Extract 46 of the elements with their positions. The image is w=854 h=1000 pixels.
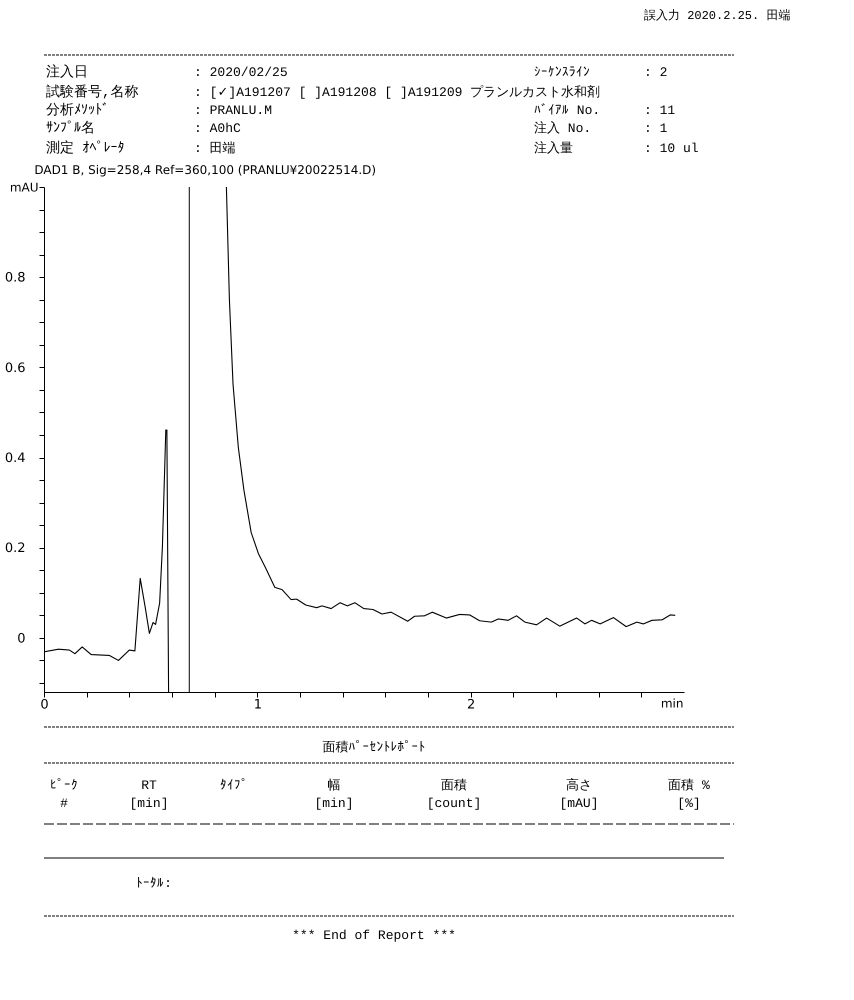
x-tick-label: 0 xyxy=(40,698,49,712)
text: ﾋﾟｰｸ xyxy=(50,778,78,793)
text: : A0hC xyxy=(194,121,242,136)
text: ｼｰｹﾝｽﾗｲﾝ xyxy=(534,65,590,80)
text: : 2 xyxy=(644,65,668,80)
text: 誤入力 2020.2.25. 田端 xyxy=(644,8,790,23)
y-tick-label: 0 xyxy=(17,631,26,646)
text: RT xyxy=(141,778,157,793)
text: [count] xyxy=(426,796,482,811)
x-tick-label: 1 xyxy=(254,698,262,712)
y-tick-label: 0.6 xyxy=(4,360,26,376)
x-tick-label: 2 xyxy=(467,698,476,712)
text: [min] xyxy=(314,796,354,811)
text: 高さ xyxy=(566,777,592,793)
text: : 2020/02/25 xyxy=(194,65,288,80)
text: ﾀｲﾌﾟ xyxy=(220,778,248,793)
text: [%] xyxy=(677,796,701,811)
text: 面積 % xyxy=(668,778,710,793)
text: ｻﾝﾌﾟﾙ名 xyxy=(46,120,95,137)
text: # xyxy=(60,796,68,811)
text: 注入日 xyxy=(46,64,88,81)
text: : 田端 xyxy=(194,141,236,156)
text: : 11 xyxy=(644,103,676,118)
x-axis-title: min xyxy=(660,696,684,710)
y-axis-title: mAU xyxy=(10,180,38,194)
text: : PRANLU.M xyxy=(194,103,272,118)
text: ﾄｰﾀﾙ: xyxy=(136,876,172,891)
text: [min] xyxy=(129,796,169,811)
y-tick-label: 0.8 xyxy=(4,270,26,286)
text: : [✓]A191207 [ ]A191208 [ ]A191209 プランルカスト水和剤 xyxy=(194,85,600,100)
text: *** End of Report *** xyxy=(292,928,456,943)
chart-title: DAD1 B, Sig=258,4 Ref=360,100 (PRANLU¥20022514.D) xyxy=(34,163,376,177)
text: 注入量 xyxy=(534,141,573,156)
text: ﾊﾞｲｱﾙ No. xyxy=(534,103,600,118)
y-tick-label: 0.4 xyxy=(4,451,26,466)
text: 幅 xyxy=(328,778,340,793)
text: : 1 xyxy=(644,121,668,136)
text: 分析ﾒｿｯﾄﾞ xyxy=(46,102,109,119)
text: : 10 ul xyxy=(644,141,699,156)
text: 面積ﾊﾟｰｾﾝﾄﾚﾎﾟｰﾄ xyxy=(322,740,426,755)
text: 試験番号,名称 xyxy=(46,84,138,101)
text: 測定 ｵﾍﾟﾚｰﾀ xyxy=(46,140,124,157)
y-tick-label: 0.2 xyxy=(4,541,26,556)
text: 注入 No. xyxy=(534,121,592,136)
text: [mAU] xyxy=(559,796,599,811)
text: 面積 xyxy=(441,778,467,793)
